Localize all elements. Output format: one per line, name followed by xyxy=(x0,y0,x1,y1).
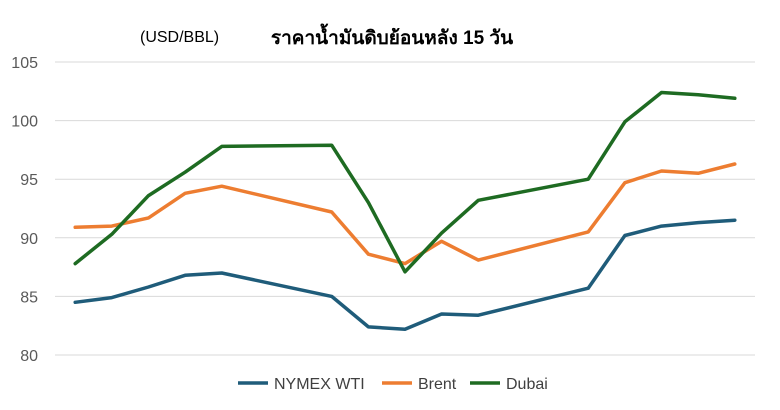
legend: NYMEX WTI Brent Dubai xyxy=(238,376,548,393)
y-tick-label-100: 100 xyxy=(11,114,38,131)
series-lines xyxy=(73,90,737,331)
y-tick-label-105: 105 xyxy=(11,55,38,72)
legend-label-dubai: Dubai xyxy=(506,376,548,393)
y-tick-label-90: 90 xyxy=(20,231,38,248)
chart-title: ราคาน้ำมันดิบย้อนหลัง 15 วัน xyxy=(271,23,513,49)
unit-label: (USD/BBL) xyxy=(140,29,219,46)
series-line-nymex-wti xyxy=(73,218,737,331)
legend-label-nymex-wti: NYMEX WTI xyxy=(274,376,365,393)
y-tick-label-95: 95 xyxy=(20,172,38,189)
y-tick-label-80: 80 xyxy=(20,348,38,365)
y-axis-ticks: 80 85 90 95 100 105 xyxy=(11,55,38,365)
series-line-dubai xyxy=(73,90,737,274)
y-tick-label-85: 85 xyxy=(20,289,38,306)
legend-label-brent: Brent xyxy=(418,376,457,393)
series-line-brent xyxy=(73,162,737,266)
